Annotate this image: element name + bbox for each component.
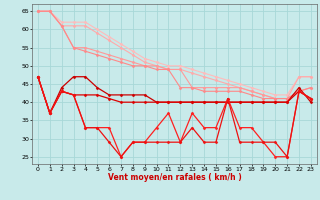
X-axis label: Vent moyen/en rafales ( km/h ): Vent moyen/en rafales ( km/h ) <box>108 173 241 182</box>
